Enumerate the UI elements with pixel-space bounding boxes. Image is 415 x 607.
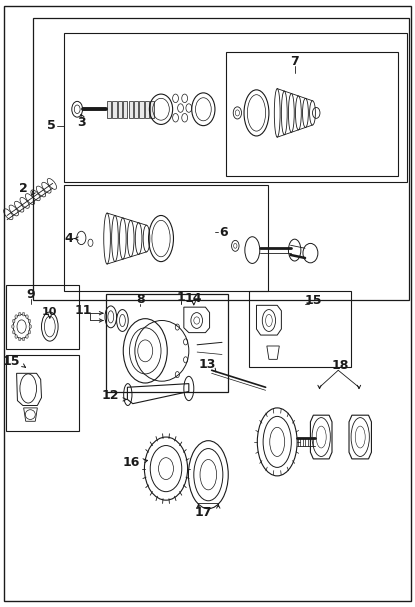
Bar — [118, 101, 122, 118]
Bar — [145, 101, 149, 118]
Circle shape — [12, 325, 14, 328]
Bar — [6, 285, 79, 349]
Circle shape — [15, 334, 17, 338]
Circle shape — [28, 319, 31, 323]
Bar — [129, 101, 133, 118]
Circle shape — [22, 313, 25, 316]
Bar — [107, 101, 111, 118]
Bar — [64, 185, 268, 291]
Text: 5: 5 — [46, 119, 56, 132]
Bar — [106, 294, 228, 392]
Text: 6: 6 — [219, 226, 227, 239]
Circle shape — [18, 313, 21, 316]
Circle shape — [26, 334, 28, 338]
Circle shape — [22, 337, 25, 341]
Text: 9: 9 — [27, 288, 35, 301]
Circle shape — [26, 315, 28, 319]
Circle shape — [29, 325, 32, 328]
Bar — [6, 355, 79, 431]
Bar — [249, 291, 351, 367]
Text: 1: 1 — [176, 291, 185, 304]
Text: 14: 14 — [185, 292, 203, 305]
Circle shape — [18, 337, 21, 341]
Bar — [112, 101, 117, 118]
Circle shape — [12, 330, 15, 334]
Bar — [33, 18, 409, 300]
Bar — [226, 52, 398, 176]
Text: 2: 2 — [19, 181, 28, 195]
Bar — [123, 101, 127, 118]
Bar — [150, 101, 154, 118]
Text: 12: 12 — [102, 389, 120, 402]
Text: 10: 10 — [42, 307, 58, 317]
Text: 18: 18 — [332, 359, 349, 372]
Text: 11: 11 — [74, 304, 92, 317]
Text: 15: 15 — [3, 354, 20, 368]
Text: 8: 8 — [136, 293, 144, 307]
Text: 17: 17 — [195, 506, 212, 520]
Bar — [134, 101, 138, 118]
Text: 15: 15 — [305, 294, 322, 307]
Text: 7: 7 — [290, 55, 299, 69]
Bar — [64, 33, 407, 182]
Circle shape — [28, 330, 31, 334]
Bar — [139, 101, 144, 118]
Circle shape — [12, 319, 15, 323]
Circle shape — [15, 315, 17, 319]
Text: 4: 4 — [64, 232, 73, 245]
Text: 16: 16 — [122, 456, 140, 469]
Text: 3: 3 — [77, 116, 85, 129]
Text: 13: 13 — [199, 358, 216, 371]
